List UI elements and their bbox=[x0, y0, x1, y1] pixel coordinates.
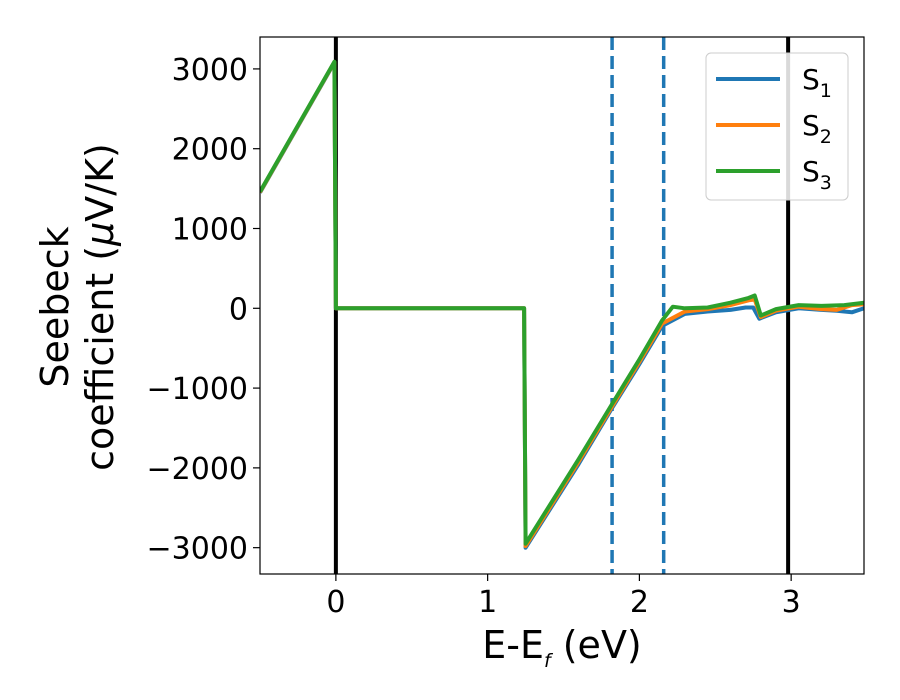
x-tick-label-2: 2 bbox=[630, 585, 649, 620]
plot-area bbox=[260, 37, 864, 574]
plot-frame bbox=[259, 36, 865, 575]
x-tick-label-1: 1 bbox=[478, 585, 497, 620]
y-tick-label-6: −3000 bbox=[147, 532, 248, 567]
axes: 0 1 2 3 3000 2000 1000 0 −1000 −2000 −3000 bbox=[147, 36, 865, 620]
y-tick-label-4: −1000 bbox=[147, 372, 248, 407]
y-tick-label-3: 0 bbox=[229, 292, 248, 327]
y-axis-label-line2: coefficient (μV/K) bbox=[78, 143, 122, 471]
legend-entry-1: S1 bbox=[802, 63, 832, 102]
y-tick-label-2: 1000 bbox=[172, 213, 248, 248]
legend-entry-3: S3 bbox=[802, 155, 832, 194]
y-axis-label-line1: Seebeck bbox=[33, 226, 77, 387]
y-tick-label-0: 3000 bbox=[172, 53, 248, 88]
legend: S1 S2 S3 bbox=[705, 52, 849, 201]
series-line-3 bbox=[260, 59, 864, 546]
y-tick-label-5: −2000 bbox=[147, 452, 248, 487]
x-axis-label: E-Ef (eV) bbox=[482, 623, 642, 672]
legend-entry-2: S2 bbox=[802, 109, 832, 148]
x-tick-label-3: 3 bbox=[782, 585, 801, 620]
x-tick-label-0: 0 bbox=[326, 585, 345, 620]
y-tick-label-1: 2000 bbox=[172, 133, 248, 168]
